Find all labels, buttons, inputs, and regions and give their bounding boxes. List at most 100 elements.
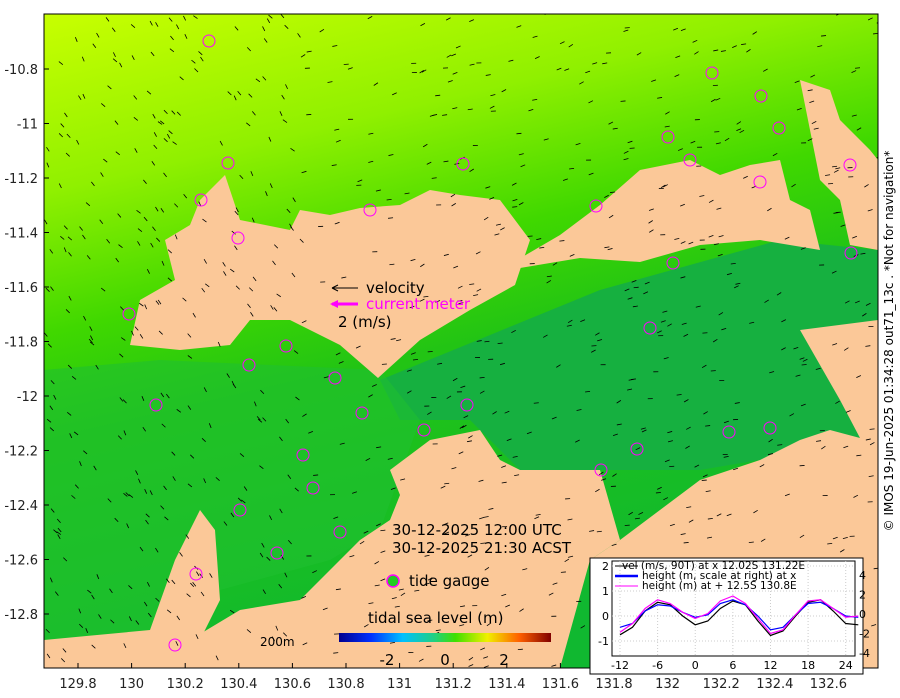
tide-gauge-marker: [844, 246, 858, 260]
velocity-vector: [781, 319, 787, 323]
velocity-vector: [195, 634, 199, 640]
velocity-vector: [91, 181, 95, 187]
velocity-vector: [251, 217, 255, 223]
velocity-vector: [815, 367, 821, 370]
velocity-vector: [290, 148, 295, 152]
velocity-vector: [868, 475, 874, 478]
velocity-vector: [190, 454, 195, 459]
inset-chart: -12 -6 0 6 12 18 24 2 1 0 -1 4 2 0 -2 -4: [598, 560, 870, 672]
velocity-vector: [749, 321, 755, 324]
velocity-vector: [58, 133, 63, 138]
tide-gauge-marker: [355, 406, 369, 420]
velocity-vector: [580, 319, 586, 323]
tide-gauge-marker: [772, 121, 786, 135]
velocity-vector: [179, 76, 184, 81]
velocity-vector: [467, 108, 473, 111]
velocity-vector: [732, 45, 737, 48]
velocity-vector: [435, 94, 441, 97]
velocity-vector: [176, 111, 181, 116]
velocity-vector: [262, 26, 266, 32]
velocity-vector: [459, 624, 465, 627]
velocity-vector: [791, 183, 796, 188]
velocity-vector: [427, 619, 433, 622]
velocity-vector: [217, 341, 221, 347]
inset-x-tick: -12: [611, 659, 629, 672]
velocity-vector: [641, 429, 647, 433]
velocity-vector: [832, 536, 838, 540]
velocity-vector: [486, 622, 492, 627]
velocity-vector: [821, 445, 826, 450]
copyright-text: © IMOS 19-Jun-2025 01:34:28 out71_13c . …: [882, 151, 896, 532]
velocity-vector: [568, 555, 574, 558]
velocity-vector: [390, 487, 396, 490]
velocity-vector: [612, 433, 618, 437]
velocity-vector: [193, 15, 198, 19]
velocity-vector: [660, 184, 666, 189]
velocity-vector: [295, 396, 300, 401]
velocity-vector: [412, 358, 419, 361]
tide-gauge-marker: [643, 321, 657, 335]
velocity-vector: [74, 37, 78, 42]
velocity-vector: [575, 142, 581, 146]
velocity-vector: [135, 470, 139, 476]
velocity-vector: [716, 513, 722, 517]
x-tick-label: 129.8: [59, 677, 96, 692]
x-tick-label: 131: [387, 677, 412, 692]
velocity-vector: [191, 59, 196, 64]
velocity-vector: [233, 95, 237, 101]
velocity-vector: [394, 605, 400, 608]
velocity-vector: [685, 445, 690, 449]
velocity-vector: [663, 357, 669, 360]
velocity-vector: [705, 490, 711, 493]
velocity-vector: [664, 125, 670, 128]
velocity-vector: [494, 233, 500, 236]
velocity-vector: [335, 352, 341, 356]
tide-gauge-marker: [194, 193, 208, 207]
velocity-vector: [634, 517, 640, 520]
velocity-vector: [500, 227, 505, 231]
velocity-vector: [128, 494, 134, 498]
velocity-vector: [272, 260, 276, 266]
velocity-vector: [423, 295, 429, 298]
velocity-vector: [167, 133, 171, 139]
velocity-vector: [368, 394, 373, 398]
velocity-vector: [726, 513, 732, 517]
velocity-vector: [169, 48, 175, 53]
velocity-vector: [107, 498, 112, 503]
velocity-vector: [146, 581, 150, 587]
velocity-vector: [784, 493, 790, 497]
velocity-vector: [716, 207, 722, 210]
velocity-vector: [46, 418, 52, 423]
velocity-vector: [333, 652, 339, 654]
velocity-vector: [248, 287, 254, 292]
velocity-vector: [112, 58, 118, 63]
velocity-vector: [718, 235, 724, 238]
velocity-vector: [435, 300, 441, 303]
velocity-vector: [585, 70, 591, 74]
velocity-vector: [247, 303, 251, 309]
velocity-vector: [458, 451, 464, 455]
x-tick-label: 130: [119, 677, 144, 692]
velocity-vector: [54, 591, 59, 596]
y-tick-label: -12: [17, 390, 38, 405]
tide-gauge-marker: [363, 203, 377, 217]
velocity-vector: [437, 362, 443, 365]
velocity-vector: [143, 216, 148, 222]
velocity-vector: [266, 556, 271, 561]
velocity-vector: [144, 489, 148, 494]
velocity-vector: [246, 629, 252, 633]
tide-gauge-marker: [705, 66, 719, 80]
velocity-vector: [753, 509, 758, 514]
inset-y-right-tick: 4: [859, 569, 866, 582]
velocity-vector: [867, 17, 873, 21]
velocity-vector: [283, 632, 288, 637]
velocity-vector: [83, 315, 87, 321]
velocity-vector: [680, 276, 686, 279]
velocity-vector: [485, 74, 491, 76]
velocity-vector: [512, 206, 518, 208]
velocity-vector: [100, 172, 104, 177]
velocity-vector: [168, 130, 173, 135]
velocity-vector: [291, 272, 296, 278]
velocity-vector: [794, 80, 800, 83]
velocity-vector: [85, 202, 91, 207]
